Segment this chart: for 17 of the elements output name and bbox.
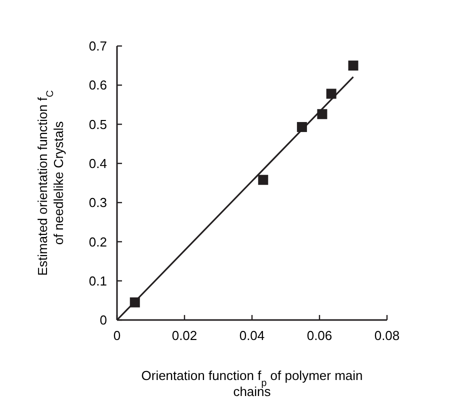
y-tick-label: 0.5 — [88, 116, 107, 132]
x-axis-title: Orientation function f$_{p}$ of polymer main chains — [141, 368, 363, 399]
x-tick-label: 0 — [113, 328, 121, 343]
y-tick-label: 0.3 — [88, 195, 107, 210]
y-tick-label: 0.6 — [88, 78, 107, 93]
point — [258, 174, 268, 185]
x-tick-label: 0.08 — [374, 328, 400, 343]
point — [348, 60, 358, 71]
y-tick-label: 0.7 — [88, 38, 107, 54]
y-tick-label: 0.4 — [88, 156, 107, 171]
y-tick-label: 0.2 — [88, 234, 107, 250]
y-tick-label: 0.1 — [88, 273, 107, 288]
y-tick-label: 0 — [100, 312, 107, 328]
x-tick-label: 0.06 — [306, 328, 332, 343]
x-tick-label: 0.04 — [239, 328, 265, 343]
point — [326, 88, 336, 99]
x-tick-label: 0.02 — [172, 328, 198, 343]
